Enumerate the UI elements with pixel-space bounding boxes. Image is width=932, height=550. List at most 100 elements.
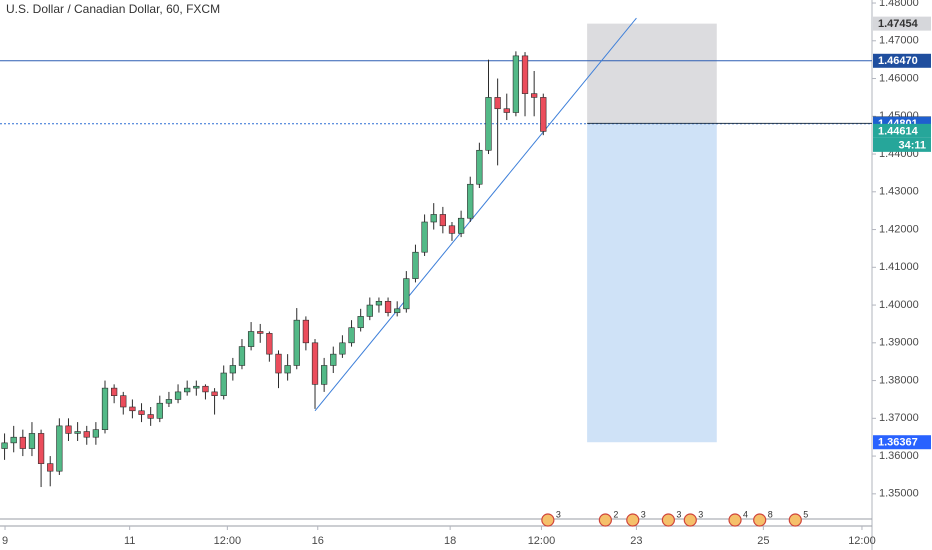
candle-body <box>101 387 109 430</box>
candle-body <box>10 436 17 444</box>
x-tick-label: 23 <box>630 535 642 547</box>
candle-body <box>92 429 100 438</box>
candle-body <box>74 431 81 434</box>
y-tick-label: 1.47000 <box>879 35 919 47</box>
y-tick-label: 1.42000 <box>879 223 919 235</box>
countdown: 34:11 <box>898 139 926 151</box>
candle-body <box>275 353 282 374</box>
candle-body <box>19 436 26 449</box>
candle-body <box>138 410 145 415</box>
event-icon <box>753 513 767 527</box>
price-label: 1.47454 <box>878 18 919 30</box>
y-tick-label: 1.43000 <box>879 186 919 198</box>
candle-body <box>467 183 474 219</box>
trendline <box>314 17 637 412</box>
candle-body <box>174 391 182 400</box>
candle-body <box>238 346 246 366</box>
event-icon <box>728 513 742 527</box>
candle-body <box>83 431 90 438</box>
candle-body <box>28 433 36 449</box>
candle-body <box>512 55 520 113</box>
price-label-box <box>873 435 931 450</box>
target-zone <box>587 123 717 443</box>
event-icon <box>541 513 555 527</box>
candle-body <box>65 425 72 434</box>
x-tick-label: 9 <box>2 535 8 547</box>
candle-body <box>257 331 264 334</box>
event-icon <box>661 513 675 527</box>
event-icon <box>683 513 697 527</box>
candle-body <box>457 217 465 234</box>
candle-body <box>384 300 392 313</box>
countdown-box <box>873 137 931 152</box>
y-tick-label: 1.48000 <box>879 0 919 9</box>
candle-body <box>165 399 173 404</box>
candle-body <box>348 327 355 344</box>
candle-body <box>321 365 328 385</box>
candle-body <box>156 402 163 419</box>
candle-body <box>485 97 492 151</box>
y-tick-label: 1.35000 <box>879 488 919 500</box>
candle-body <box>330 353 337 366</box>
candle-body <box>184 387 191 393</box>
candle-body <box>302 319 310 344</box>
event-count: 8 <box>768 509 773 519</box>
y-tick-label: 1.38000 <box>879 374 919 386</box>
candle-body <box>37 433 45 464</box>
x-tick-label: 12:00 <box>528 535 556 547</box>
event-icon <box>626 513 640 527</box>
price-label: 1.36367 <box>878 437 918 449</box>
candle-body <box>521 55 529 94</box>
event-count: 4 <box>743 509 748 519</box>
candle-body <box>421 221 428 253</box>
candle-body <box>266 333 273 355</box>
candle-body <box>540 97 547 132</box>
candle-body <box>247 331 255 347</box>
price-label-box <box>873 123 931 138</box>
y-tick-label: 1.46000 <box>879 72 919 84</box>
candle-body <box>494 97 501 110</box>
x-tick-label: 11 <box>124 535 135 547</box>
event-count: 2 <box>613 509 618 519</box>
chart-title: U.S. Dollar / Canadian Dollar, 60, FXCM <box>6 2 220 16</box>
event-count: 5 <box>803 509 808 519</box>
candle-body <box>211 391 218 396</box>
event-count: 3 <box>698 509 703 519</box>
candle-body <box>129 406 136 412</box>
candle-body <box>220 372 227 396</box>
x-tick-label: 16 <box>312 535 324 547</box>
candle-body <box>430 214 437 223</box>
y-tick-label: 1.39000 <box>879 337 919 349</box>
candle-body <box>366 304 373 317</box>
event-icon <box>598 513 612 527</box>
candle-body <box>111 387 118 396</box>
candle-body <box>476 149 483 185</box>
y-tick-label: 1.41000 <box>879 261 919 273</box>
candle-body <box>403 278 410 310</box>
x-tick-label: 12:00 <box>214 535 242 547</box>
candle-body <box>375 300 383 306</box>
price-label: 1.44614 <box>878 125 919 137</box>
candle-body <box>503 108 510 113</box>
stop-zone <box>587 23 717 124</box>
candle-body <box>1 442 8 449</box>
candle-body <box>311 342 319 385</box>
y-tick-label: 1.36000 <box>879 450 919 462</box>
candle-body <box>412 251 419 279</box>
event-count: 3 <box>676 509 681 519</box>
x-tick-label: 18 <box>444 535 456 547</box>
event-count: 3 <box>641 509 646 519</box>
event-count: 3 <box>556 509 561 519</box>
y-tick-label: 1.37000 <box>879 412 919 424</box>
candle-body <box>193 385 200 389</box>
candle-body <box>339 342 346 355</box>
candle-body <box>56 425 63 472</box>
candle-body <box>202 385 209 393</box>
candle-body <box>357 316 364 329</box>
y-tick-label: 1.40000 <box>879 299 919 311</box>
candle-body <box>284 365 291 374</box>
candle-body <box>531 93 538 98</box>
price-label-box <box>873 53 931 68</box>
